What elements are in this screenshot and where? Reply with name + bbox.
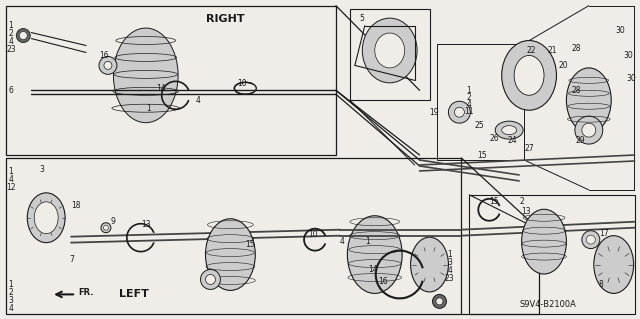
Text: 15: 15 xyxy=(489,197,499,206)
Text: 17: 17 xyxy=(599,229,609,238)
Text: 10: 10 xyxy=(237,79,247,88)
Ellipse shape xyxy=(522,209,566,274)
Ellipse shape xyxy=(104,225,108,230)
Text: 2: 2 xyxy=(519,197,524,206)
Ellipse shape xyxy=(205,274,216,285)
Ellipse shape xyxy=(28,193,65,243)
Text: RIGHT: RIGHT xyxy=(206,14,244,24)
Ellipse shape xyxy=(200,270,220,289)
Ellipse shape xyxy=(575,116,603,144)
Text: 30: 30 xyxy=(623,51,634,60)
Text: 4: 4 xyxy=(467,100,471,109)
Ellipse shape xyxy=(436,298,443,305)
Text: 26: 26 xyxy=(489,134,499,143)
Text: 19: 19 xyxy=(429,108,439,117)
Ellipse shape xyxy=(502,126,516,135)
Text: 1: 1 xyxy=(8,21,13,30)
Text: 2: 2 xyxy=(467,93,471,102)
Text: 21: 21 xyxy=(547,46,557,55)
Bar xyxy=(438,43,524,160)
Ellipse shape xyxy=(582,231,600,249)
Ellipse shape xyxy=(205,219,255,290)
Text: LEFT: LEFT xyxy=(119,289,148,300)
Text: 28: 28 xyxy=(572,44,581,53)
Text: 11: 11 xyxy=(465,107,474,116)
Text: 20: 20 xyxy=(559,61,568,70)
Text: 4: 4 xyxy=(8,37,13,46)
Text: 4: 4 xyxy=(8,304,13,313)
Text: 24: 24 xyxy=(507,136,517,145)
Ellipse shape xyxy=(17,29,30,42)
Text: 13: 13 xyxy=(521,207,531,216)
Text: 4: 4 xyxy=(340,237,345,246)
Ellipse shape xyxy=(101,223,111,233)
Text: 4: 4 xyxy=(447,266,452,275)
Ellipse shape xyxy=(454,107,465,117)
Text: 14: 14 xyxy=(368,265,378,274)
Text: 14: 14 xyxy=(156,84,165,93)
Text: 25: 25 xyxy=(474,121,484,130)
Text: 5: 5 xyxy=(360,14,365,23)
Ellipse shape xyxy=(35,202,58,234)
Ellipse shape xyxy=(104,62,112,70)
Text: 1: 1 xyxy=(447,250,452,259)
Text: 23: 23 xyxy=(6,45,16,54)
Text: 13: 13 xyxy=(141,220,150,229)
Text: 1: 1 xyxy=(146,104,150,113)
Bar xyxy=(350,9,429,100)
Text: 8: 8 xyxy=(599,280,604,289)
Text: 16: 16 xyxy=(99,51,109,60)
Ellipse shape xyxy=(566,68,611,133)
Text: 4: 4 xyxy=(8,175,13,184)
Text: 16: 16 xyxy=(378,277,387,286)
Text: 3: 3 xyxy=(447,258,452,267)
Text: 3: 3 xyxy=(39,166,44,174)
Bar xyxy=(6,6,336,155)
Text: FR.: FR. xyxy=(78,288,93,297)
Text: 2: 2 xyxy=(8,288,13,297)
Text: 23: 23 xyxy=(444,274,454,283)
Text: 6: 6 xyxy=(8,86,13,95)
Ellipse shape xyxy=(113,28,178,123)
Bar xyxy=(6,158,461,314)
Text: 27: 27 xyxy=(524,144,534,152)
Text: 4: 4 xyxy=(196,96,200,105)
Bar xyxy=(469,195,635,314)
Text: 30: 30 xyxy=(627,74,636,83)
Text: 2: 2 xyxy=(8,29,13,38)
Ellipse shape xyxy=(495,121,523,139)
Text: 10: 10 xyxy=(308,230,317,239)
Text: 28: 28 xyxy=(572,86,581,95)
Text: 1: 1 xyxy=(365,237,369,246)
Ellipse shape xyxy=(411,237,449,292)
Text: 1: 1 xyxy=(8,280,13,289)
Text: 1: 1 xyxy=(467,86,471,95)
Text: 18: 18 xyxy=(71,201,81,210)
Text: S9V4-B2100A: S9V4-B2100A xyxy=(519,300,576,309)
Text: 30: 30 xyxy=(616,26,625,35)
Ellipse shape xyxy=(502,41,556,110)
Ellipse shape xyxy=(586,235,595,244)
Text: 22: 22 xyxy=(526,46,536,55)
Text: 9: 9 xyxy=(111,217,116,226)
Ellipse shape xyxy=(433,294,447,308)
Ellipse shape xyxy=(362,18,417,83)
Text: 15: 15 xyxy=(245,240,255,249)
Ellipse shape xyxy=(19,32,28,40)
Text: 15: 15 xyxy=(477,151,487,160)
Ellipse shape xyxy=(582,123,596,137)
Ellipse shape xyxy=(594,236,634,293)
Text: 3: 3 xyxy=(8,296,13,305)
Ellipse shape xyxy=(514,56,544,95)
Text: 29: 29 xyxy=(576,136,586,145)
Ellipse shape xyxy=(375,33,404,68)
Text: 1: 1 xyxy=(8,167,13,176)
Ellipse shape xyxy=(348,216,402,293)
Ellipse shape xyxy=(449,101,470,123)
Text: 7: 7 xyxy=(69,255,74,264)
Text: 12: 12 xyxy=(6,183,16,192)
Ellipse shape xyxy=(99,56,117,74)
